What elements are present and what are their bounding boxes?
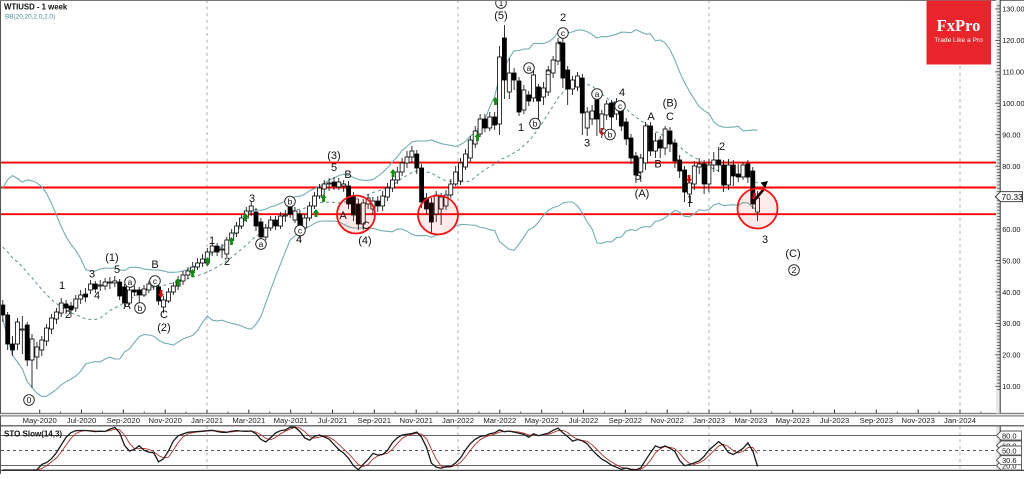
svg-text:b: b	[138, 303, 143, 313]
svg-text:Nov-2023: Nov-2023	[902, 416, 935, 425]
svg-text:A: A	[647, 111, 655, 123]
svg-text:(B): (B)	[663, 98, 678, 110]
svg-text:Jul-2023: Jul-2023	[820, 416, 850, 425]
svg-text:30.6: 30.6	[1002, 456, 1017, 465]
svg-text:C: C	[160, 309, 168, 321]
svg-text:Sep-2022: Sep-2022	[609, 416, 642, 425]
svg-text:3: 3	[249, 193, 255, 205]
svg-text:May-2023: May-2023	[776, 416, 810, 425]
svg-text:5: 5	[331, 162, 337, 174]
svg-text:May-2020: May-2020	[23, 416, 57, 425]
svg-text:a: a	[259, 239, 264, 249]
svg-text:WTIUSD - 1 week: WTIUSD - 1 week	[4, 3, 68, 12]
svg-text:Nov-2022: Nov-2022	[651, 416, 684, 425]
svg-text:80.00: 80.00	[1002, 162, 1020, 171]
svg-text:20.00: 20.00	[1002, 351, 1020, 360]
svg-text:Nov-2021: Nov-2021	[400, 416, 433, 425]
svg-text:5: 5	[635, 171, 641, 183]
svg-text:(3): (3)	[327, 150, 340, 162]
svg-text:110.00: 110.00	[1002, 68, 1024, 77]
svg-text:130.00: 130.00	[1002, 5, 1024, 14]
svg-text:Jul-2020: Jul-2020	[67, 416, 97, 425]
svg-text:b: b	[533, 119, 538, 129]
svg-text:0: 0	[27, 395, 32, 405]
svg-text:Mar-2021: Mar-2021	[232, 416, 265, 425]
svg-text:3: 3	[584, 138, 590, 150]
svg-text:c: c	[153, 276, 158, 286]
svg-text:70.33: 70.33	[1002, 192, 1024, 202]
svg-text:40.00: 40.00	[1002, 288, 1020, 297]
svg-text:C: C	[666, 111, 674, 123]
svg-text:a: a	[595, 89, 600, 99]
svg-text:Jan-2022: Jan-2022	[442, 416, 474, 425]
svg-text:4: 4	[94, 290, 100, 302]
svg-text:3: 3	[89, 269, 95, 281]
svg-text:b: b	[288, 197, 293, 207]
svg-text:1: 1	[59, 280, 65, 292]
svg-text:Jan-2021: Jan-2021	[191, 416, 223, 425]
svg-text:STO Slow(14,3): STO Slow(14,3)	[4, 430, 62, 439]
svg-text:50.00: 50.00	[1002, 256, 1020, 265]
svg-text:A: A	[339, 210, 347, 222]
svg-text:Trade Like a Pro: Trade Like a Pro	[934, 37, 983, 44]
svg-text:1: 1	[499, 0, 504, 8]
svg-text:2: 2	[792, 265, 797, 275]
svg-text:Jul-2022: Jul-2022	[569, 416, 599, 425]
svg-text:B: B	[151, 259, 158, 271]
svg-text:(1): (1)	[105, 252, 118, 264]
svg-text:50.0: 50.0	[1002, 446, 1017, 455]
svg-text:100.00: 100.00	[1002, 99, 1024, 108]
svg-text:Jan-2023: Jan-2023	[693, 416, 725, 425]
svg-text:2: 2	[224, 256, 230, 268]
svg-text:2: 2	[719, 141, 725, 153]
svg-text:b: b	[608, 130, 613, 140]
svg-text:10.00: 10.00	[1002, 382, 1020, 391]
svg-text:(4): (4)	[358, 235, 371, 247]
svg-text:120.00: 120.00	[1002, 36, 1024, 45]
svg-text:80.0: 80.0	[1002, 431, 1017, 440]
svg-text:B: B	[654, 159, 661, 171]
svg-text:A: A	[123, 300, 131, 312]
svg-text:Nov-2020: Nov-2020	[149, 416, 182, 425]
svg-text:May-2022: May-2022	[525, 416, 559, 425]
svg-text:90.00: 90.00	[1002, 131, 1020, 140]
svg-text:a: a	[527, 63, 532, 73]
svg-text:4: 4	[619, 87, 625, 99]
svg-text:Sep-2021: Sep-2021	[358, 416, 391, 425]
svg-text:1: 1	[209, 235, 215, 247]
svg-text:c: c	[618, 101, 623, 111]
svg-text:May-2021: May-2021	[274, 416, 308, 425]
svg-text:(5): (5)	[494, 10, 507, 22]
svg-text:30.00: 30.00	[1002, 319, 1020, 328]
svg-text:B: B	[344, 169, 351, 181]
svg-text:C: C	[362, 220, 370, 232]
svg-text:5: 5	[114, 264, 120, 276]
svg-text:(A): (A)	[635, 188, 650, 200]
svg-text:1: 1	[687, 194, 693, 206]
svg-text:2: 2	[560, 12, 566, 24]
svg-text:20.0: 20.0	[1002, 461, 1017, 470]
svg-text:(2): (2)	[157, 322, 170, 334]
svg-text:FxPro: FxPro	[937, 16, 981, 35]
svg-text:c: c	[298, 226, 303, 236]
svg-text:1: 1	[518, 122, 524, 134]
svg-text:Mar-2023: Mar-2023	[734, 416, 767, 425]
svg-text:(C): (C)	[785, 248, 800, 260]
svg-text:c: c	[561, 28, 566, 38]
svg-text:Jan-2024: Jan-2024	[944, 416, 977, 425]
svg-text:a: a	[128, 277, 133, 287]
svg-text:4: 4	[296, 234, 302, 246]
svg-text:BB(20,20,2.0,2.0): BB(20,20,2.0,2.0)	[5, 14, 55, 21]
svg-text:Sep-2023: Sep-2023	[860, 416, 893, 425]
svg-text:60.00: 60.00	[1002, 225, 1020, 234]
svg-text:Mar-2022: Mar-2022	[483, 416, 516, 425]
svg-text:3: 3	[762, 234, 768, 246]
svg-text:Jul-2021: Jul-2021	[318, 416, 348, 425]
svg-text:2: 2	[65, 309, 71, 321]
svg-text:Sep-2020: Sep-2020	[107, 416, 140, 425]
